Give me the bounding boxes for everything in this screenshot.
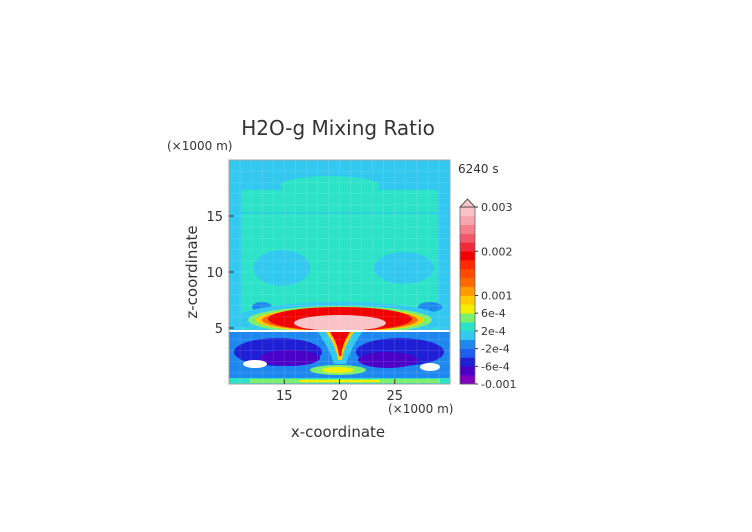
colorbar-swatch bbox=[460, 286, 475, 296]
colorbar-swatch bbox=[460, 242, 475, 252]
y-tick-label: 10 bbox=[206, 266, 223, 281]
right-blue-edge bbox=[438, 160, 450, 384]
colorbar-label: 0.003 bbox=[481, 201, 513, 214]
x-tick-label: 25 bbox=[386, 389, 403, 404]
blue-blob-right bbox=[374, 252, 434, 284]
level-white-line bbox=[229, 330, 450, 332]
colorbar-extend-arrow bbox=[459, 198, 476, 208]
colorbar-label: 0.002 bbox=[481, 245, 513, 258]
thin-blue-line bbox=[229, 212, 450, 214]
colorbar-swatch bbox=[460, 348, 475, 358]
x-axis-ticks: 15 20 25 bbox=[276, 379, 403, 404]
y-tick-label: 5 bbox=[215, 322, 223, 337]
colorbar-label: -0.001 bbox=[481, 378, 516, 391]
colorbar-swatch bbox=[460, 366, 475, 376]
colorbar-swatch bbox=[460, 207, 475, 217]
colorbar-label: -2e-4 bbox=[481, 343, 510, 356]
colorbar-label: 2e-4 bbox=[481, 325, 506, 338]
y-axis-ticks: 5 10 15 bbox=[206, 210, 234, 337]
chart-title: H2O-g Mixing Ratio bbox=[241, 116, 435, 140]
colorbar-swatch bbox=[460, 215, 475, 225]
colorbar-swatch bbox=[460, 375, 475, 385]
anvil-core bbox=[294, 315, 386, 331]
y-axis-unit: (×1000 m) bbox=[167, 139, 232, 153]
plot-grid bbox=[228, 159, 451, 385]
colorbar-label: 0.001 bbox=[481, 290, 513, 303]
colorbar-swatch bbox=[460, 277, 475, 287]
lower-left-white bbox=[243, 360, 267, 368]
column-red bbox=[330, 332, 350, 356]
colorbar-swatch bbox=[460, 339, 475, 349]
colorbar-swatch bbox=[460, 330, 475, 341]
y-tick-label: 15 bbox=[206, 210, 223, 225]
colorbar-swatch bbox=[460, 322, 475, 332]
lower-right-white bbox=[420, 363, 440, 371]
contour-plot bbox=[228, 159, 451, 385]
colorbar-swatch bbox=[460, 251, 475, 261]
lower-left-purple bbox=[260, 350, 320, 366]
x-axis-label: x-coordinate bbox=[291, 423, 385, 441]
x-tick-label: 15 bbox=[276, 389, 293, 404]
time-label: 6240 s bbox=[458, 162, 499, 176]
colorbar-swatch bbox=[460, 295, 475, 305]
colorbar: 0.003 0.002 0.001 6e-4 2e-4 -2e-4 -6e-4 -0.001 bbox=[459, 198, 516, 391]
lower-right-purple bbox=[358, 352, 418, 368]
colorbar-swatch bbox=[460, 224, 475, 234]
colorbar-label: -6e-4 bbox=[481, 360, 510, 373]
colorbar-swatch bbox=[460, 304, 475, 314]
colorbar-swatch bbox=[460, 313, 475, 323]
colorbar-swatch bbox=[460, 357, 475, 367]
y-axis-label: z-coordinate bbox=[183, 225, 201, 318]
x-axis-unit: (×1000 m) bbox=[388, 402, 453, 416]
colorbar-swatch bbox=[460, 233, 475, 243]
colorbar-swatch bbox=[460, 268, 475, 279]
colorbar-swatch bbox=[460, 260, 475, 270]
blue-blob-left bbox=[254, 250, 310, 286]
upper-green-lobe bbox=[280, 176, 380, 196]
low-level-yellow bbox=[322, 367, 354, 373]
x-tick-label: 20 bbox=[331, 389, 348, 404]
colorbar-label: 6e-4 bbox=[481, 307, 506, 320]
